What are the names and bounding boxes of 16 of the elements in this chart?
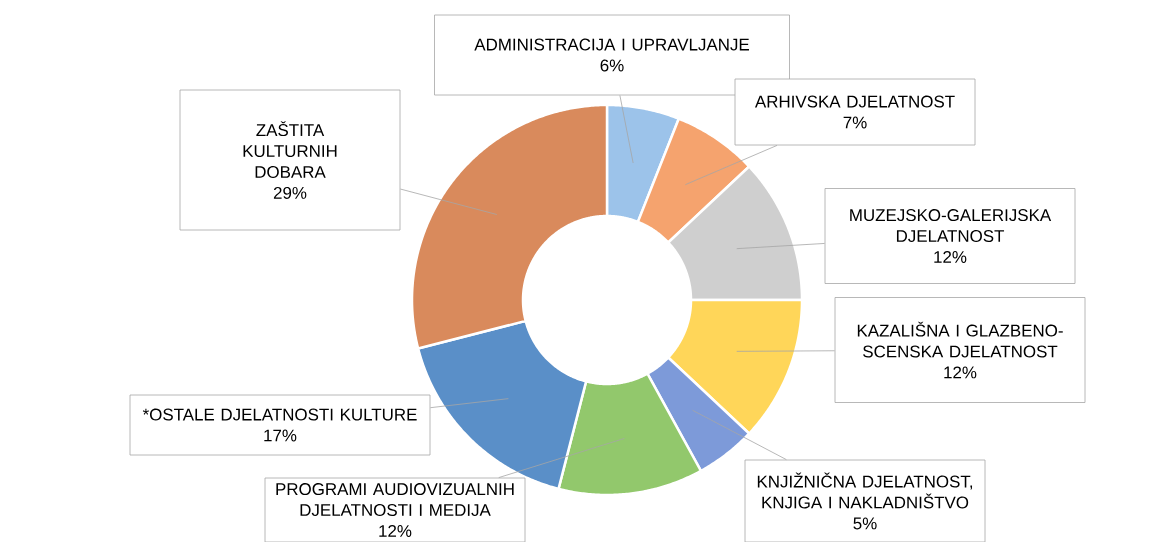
- data-label: 17%: [264, 429, 297, 442]
- slice-label: *OSTALE DJELATNOSTI KULTURE: [142, 408, 417, 421]
- data-label: 29%: [273, 186, 307, 199]
- slice-label: ZAŠTITA KULTURNIH DOBARA: [243, 121, 337, 178]
- slice-label: PROGRAMI AUDIOVIZUALNIH DJELATNOSTI I MEDIJA: [276, 483, 514, 517]
- data-label: 12%: [934, 250, 967, 263]
- slice-label: KAZALIŠNA I GLAZBENO-SCENSKA DJELATNOST: [857, 321, 1063, 358]
- data-label: 5%: [853, 517, 877, 530]
- data-label: 6%: [600, 59, 624, 72]
- data-label: 7%: [843, 116, 867, 129]
- slice-label: ARHIVSKA DJELATNOST: [754, 95, 955, 108]
- data-label: 12%: [944, 366, 977, 379]
- slice-label: KNJIŽNIČNA DJELATNOST, KNJIGA I NAKLADNIŠTVO: [757, 472, 973, 509]
- slice-label: MUZEJSKO-GALERIJSKA DJELATNOST: [850, 209, 1052, 243]
- data-label: 12%: [379, 524, 412, 537]
- slice-label: ADMINISTRACIJA I UPRAVLJANJE: [474, 38, 749, 51]
